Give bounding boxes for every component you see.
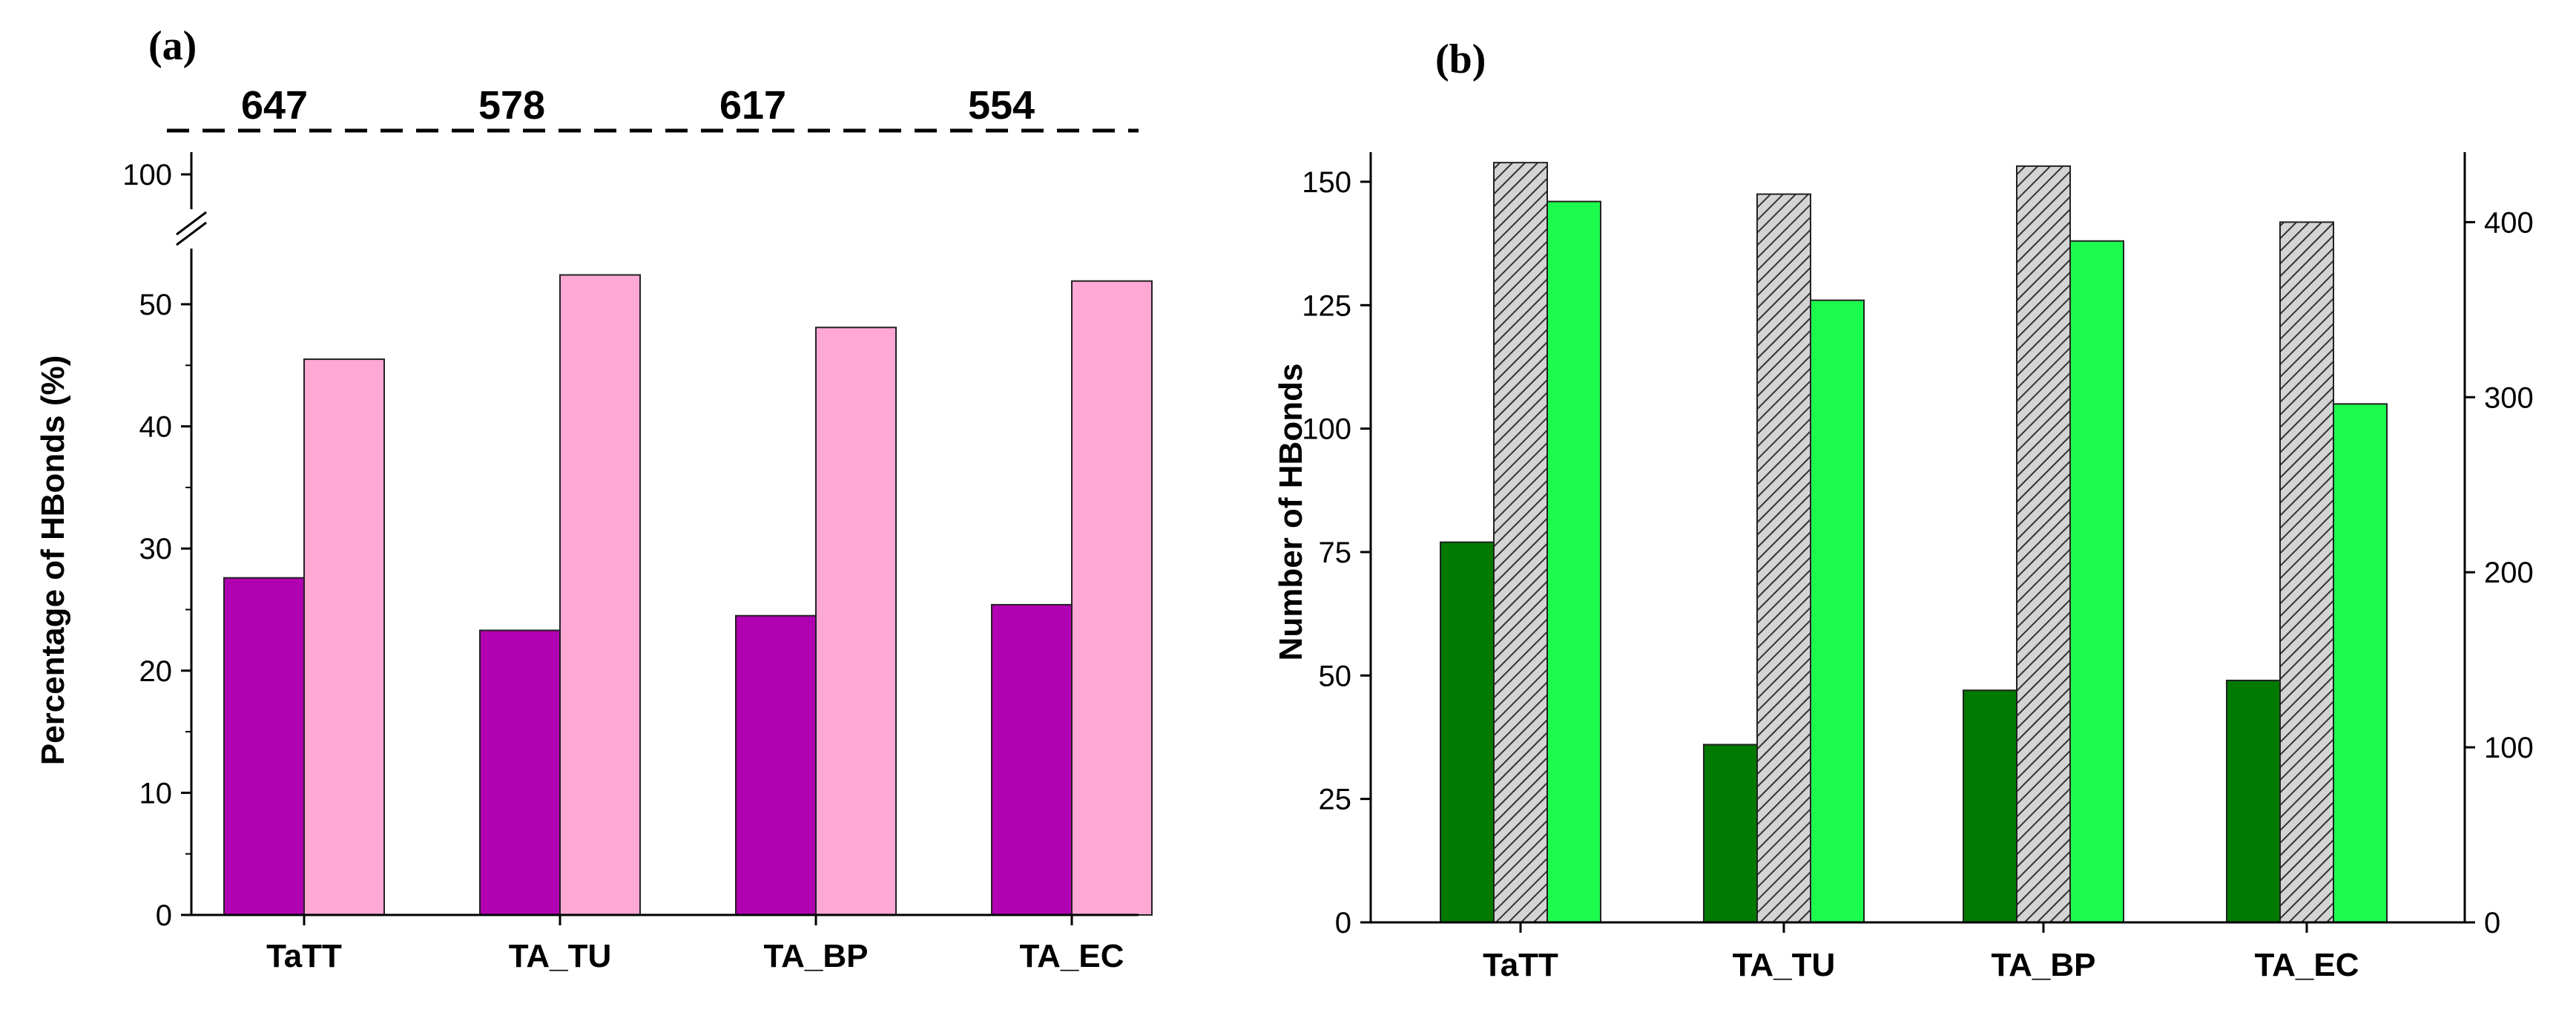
- panel-b-chart: (b) TaTT TA_TU TA_BP TA_EC 0 25 50 75 100 125 150 0…: [1273, 36, 2534, 983]
- reference-total-label: 647: [241, 83, 308, 128]
- y-tick-label: 0: [156, 899, 172, 932]
- y-tick-label: 0: [1335, 907, 1351, 939]
- bar-tatt-series-2: [303, 358, 385, 916]
- panel-a-axes: TaTT TA_TU TA_BP TA_EC 0 10 20 30 40 50 100: [122, 152, 1139, 974]
- reference-line-group: 647 578 617 554: [167, 83, 1139, 133]
- bar-tatt-series-2: [1493, 162, 1548, 923]
- x-tick-label: TA_TU: [1733, 947, 1836, 983]
- reference-total-label: 617: [719, 83, 786, 128]
- y-tick-label: 40: [139, 411, 173, 444]
- y-tick-label: 30: [139, 533, 173, 565]
- bar-ta-bp-series-1: [735, 614, 817, 916]
- bar-ta-tu-series-3: [1810, 299, 1865, 924]
- y2-tick-label: 400: [2484, 206, 2534, 239]
- x-tick-label: TaTT: [266, 938, 342, 974]
- x-tick-label: TA_BP: [764, 938, 869, 974]
- x-tick-label: TA_EC: [1020, 938, 1124, 974]
- y2-tick-label: 200: [2484, 557, 2534, 589]
- y-tick-label: 100: [122, 159, 172, 191]
- bar-ta-ec-series-1: [991, 603, 1073, 916]
- bar-ta-bp-series-1: [1963, 689, 2017, 923]
- bar-ta-bp-series-3: [2069, 240, 2124, 923]
- axis-break-mark: [176, 221, 207, 246]
- panel-b-bars: [1440, 162, 2388, 924]
- y-tick-label: 125: [1302, 289, 1351, 322]
- bar-tatt-series-1: [223, 577, 305, 916]
- panel-a-y-axis-title: Percentage of HBonds (%): [35, 355, 71, 766]
- axis-break-mark: [176, 211, 207, 236]
- panel-b-y-axis-title: Number of HBonds: [1273, 364, 1309, 661]
- reference-total-label: 554: [968, 83, 1035, 128]
- bar-ta-ec-series-2: [2279, 221, 2334, 923]
- y-tick-label: 100: [1302, 413, 1351, 446]
- panel-a-chart: (a) 647 578 617 554 TaTT TA_TU TA_BP TA_EC 0 10 2…: [35, 23, 1153, 974]
- panel-a-bars: [223, 274, 1153, 916]
- bar-ta-tu-series-2: [559, 274, 641, 916]
- bar-tatt-series-1: [1440, 541, 1495, 923]
- bar-ta-ec-series-2: [1071, 280, 1153, 916]
- x-tick-label: TaTT: [1483, 947, 1558, 983]
- y-tick-label: 75: [1319, 537, 1352, 569]
- bar-ta-bp-series-2: [2016, 165, 2071, 923]
- x-tick-label: TA_TU: [509, 938, 612, 974]
- panel-a-label: (a): [148, 23, 197, 69]
- bar-ta-ec-series-1: [2226, 679, 2281, 923]
- bar-ta-tu-series-1: [479, 629, 561, 916]
- x-tick-label: TA_EC: [2255, 947, 2359, 983]
- y-tick-label: 150: [1302, 166, 1351, 199]
- y2-tick-label: 100: [2484, 732, 2534, 764]
- y-tick-label: 50: [1319, 660, 1352, 692]
- bar-ta-tu-series-2: [1756, 193, 1811, 924]
- y-tick-label: 25: [1319, 784, 1352, 816]
- panel-b-axes: TaTT TA_TU TA_BP TA_EC 0 25 50 75 100 125 150 0 100 2…: [1302, 152, 2534, 983]
- y-tick-label: 50: [139, 289, 173, 321]
- y2-tick-label: 0: [2484, 907, 2500, 939]
- x-tick-label: TA_BP: [1992, 947, 2096, 983]
- y-tick-label: 20: [139, 655, 173, 688]
- y2-tick-label: 300: [2484, 381, 2534, 414]
- panel-b-label: (b): [1435, 36, 1486, 82]
- bar-ta-bp-series-2: [815, 327, 897, 916]
- bar-ta-tu-series-1: [1703, 744, 1758, 924]
- bar-tatt-series-3: [1546, 200, 1601, 923]
- bar-ta-ec-series-3: [2333, 403, 2388, 923]
- reference-total-label: 578: [478, 83, 545, 128]
- y-tick-label: 10: [139, 777, 173, 810]
